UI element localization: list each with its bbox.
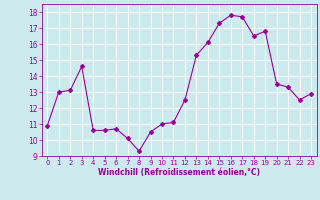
X-axis label: Windchill (Refroidissement éolien,°C): Windchill (Refroidissement éolien,°C) [98, 168, 260, 177]
